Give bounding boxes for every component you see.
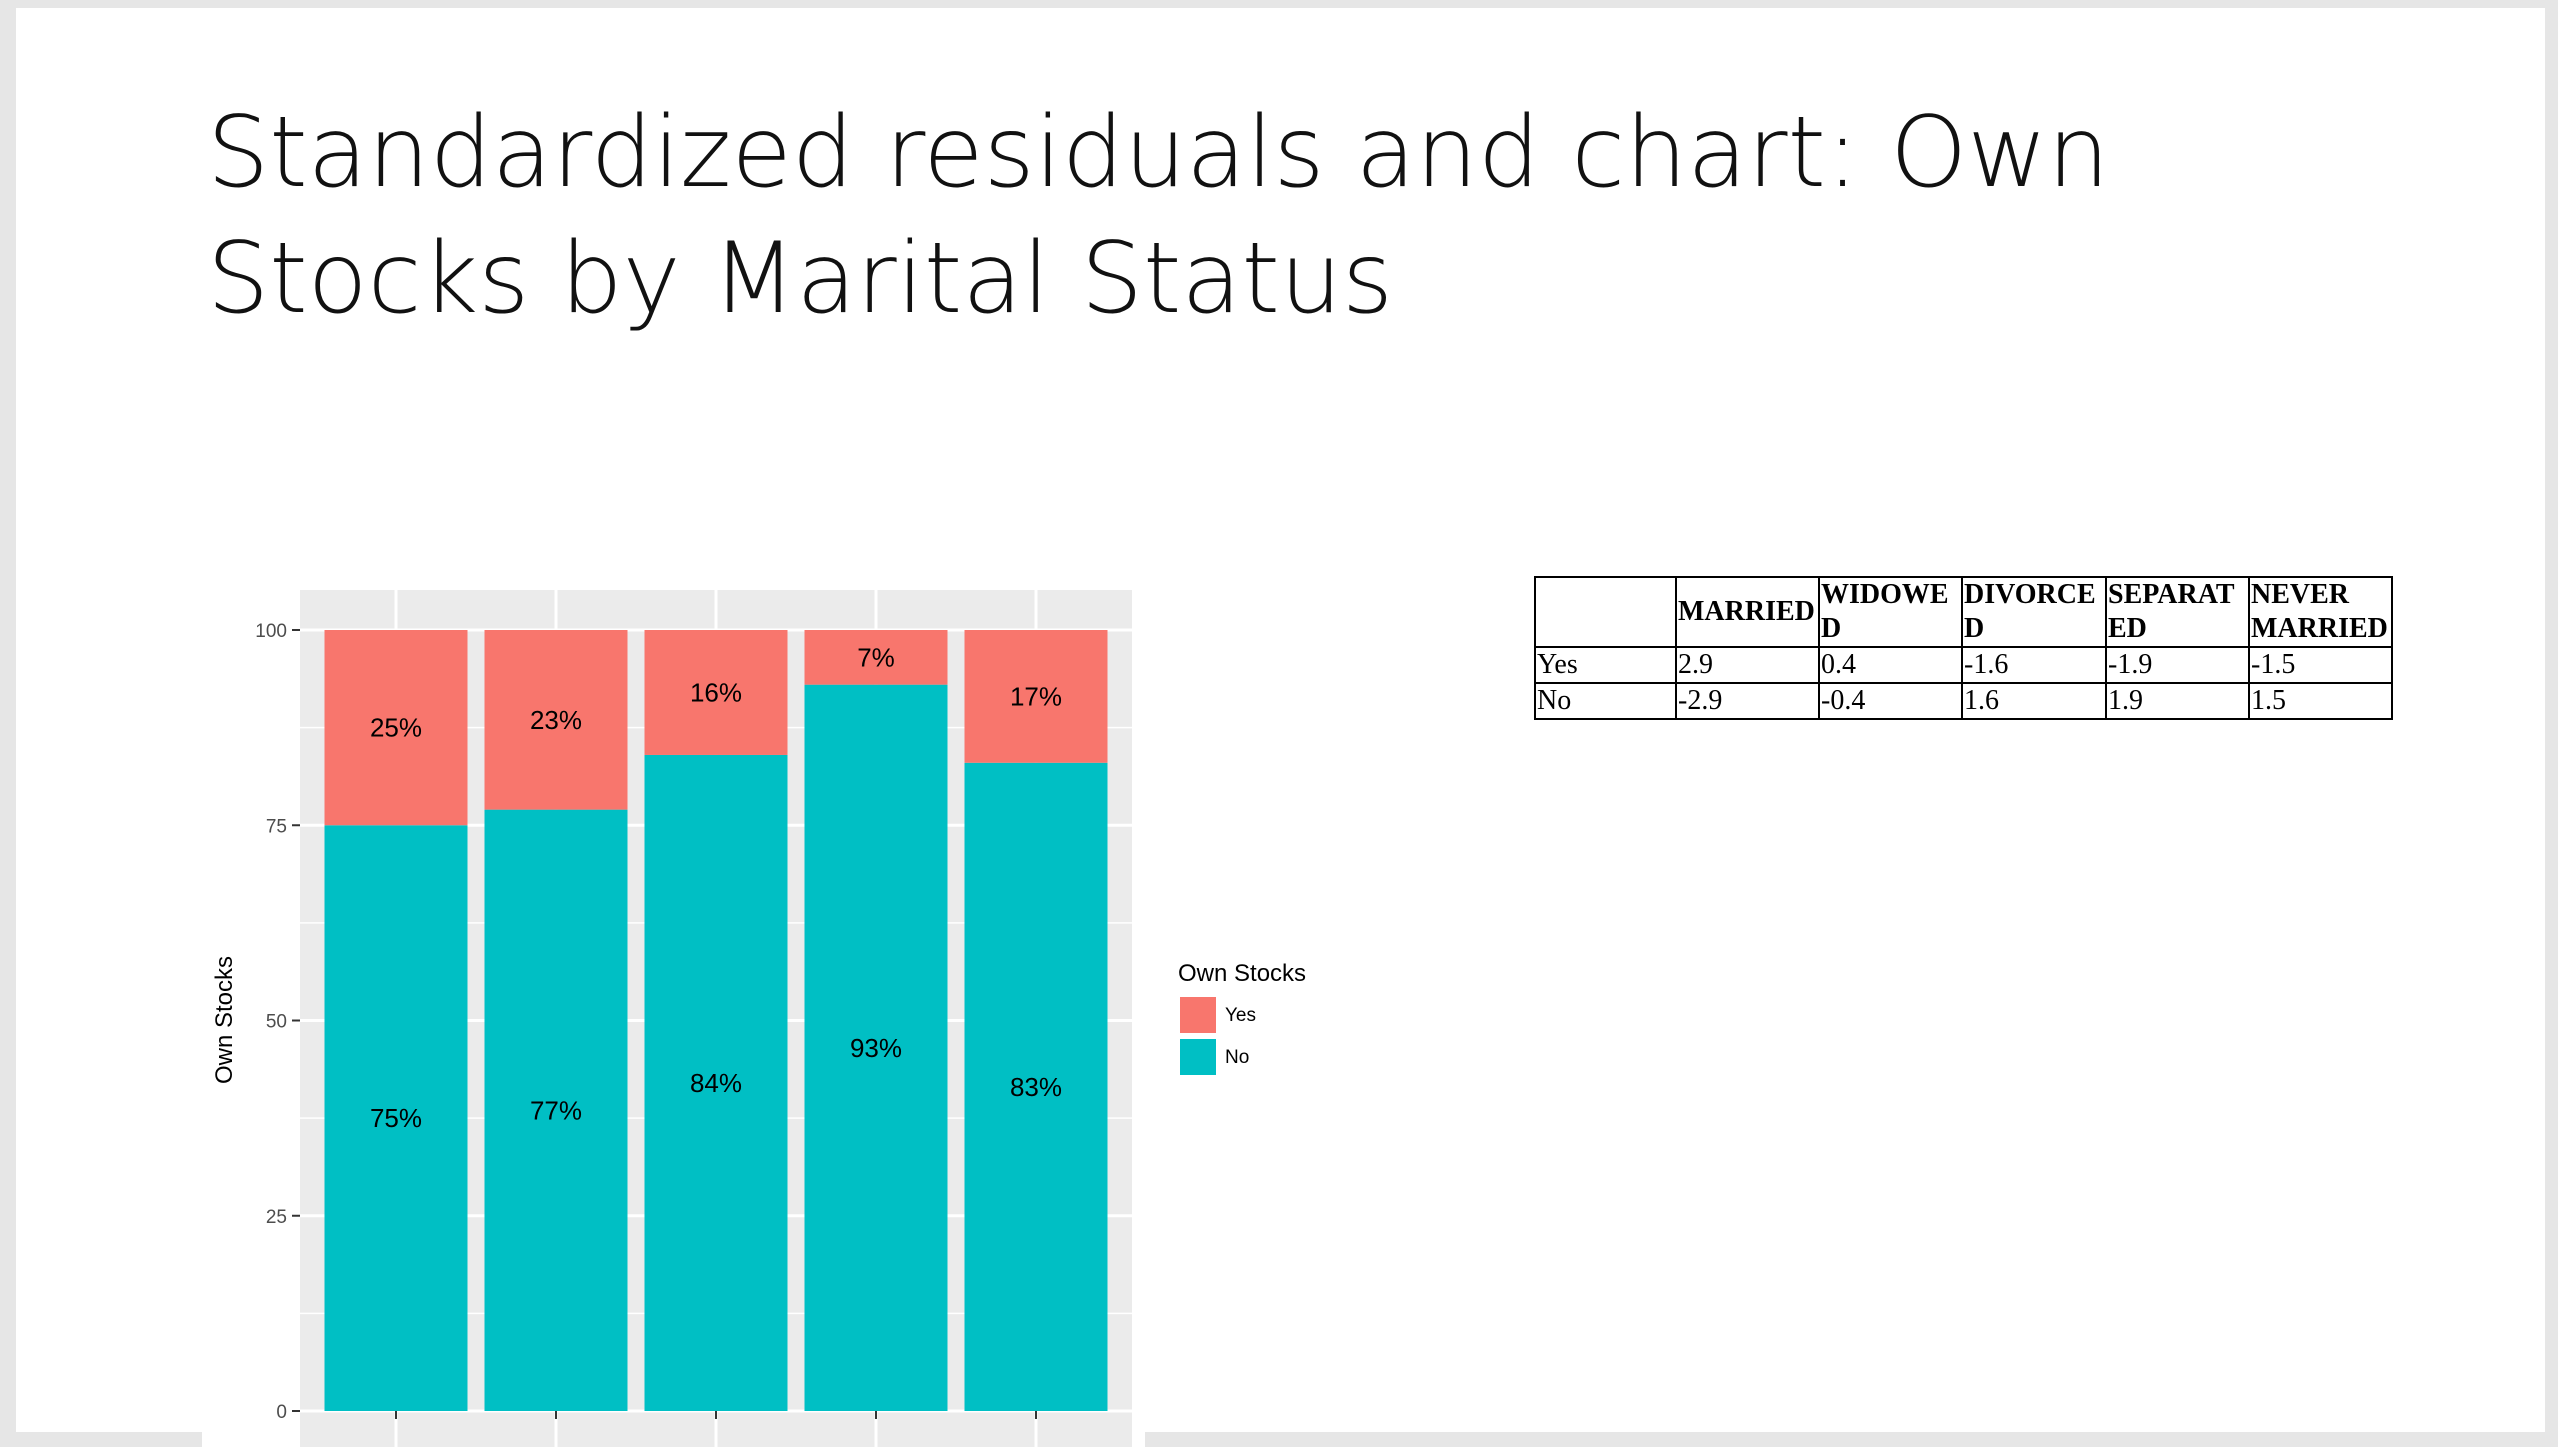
table-row: No -2.9 -0.4 1.6 1.9 1.5 [1534,682,2393,720]
table-header: WIDOWED [1818,576,1963,648]
y-axis-title: Own Stocks [211,956,238,1084]
table-cell: 0.4 [1818,646,1963,684]
slide-title: Standardized residuals and chart: Own St… [207,96,2110,336]
table-header: SEPARATED [2105,576,2250,648]
bar-yes [324,630,468,826]
data-label: 83% [1010,1072,1062,1102]
table-cell: -2.9 [1675,682,1820,720]
data-label: 25% [370,713,422,743]
legend-key-yes [1180,997,1216,1033]
table-cell: -1.9 [2105,646,2250,684]
data-label: 75% [370,1103,422,1133]
table-header: NEVER MARRIED [2248,576,2393,648]
bar-yes [644,630,788,755]
data-label: 7% [857,642,895,672]
bar-no [484,809,628,1411]
bar-yes [484,630,628,810]
bar-no [644,754,788,1411]
table-cell: -0.4 [1818,682,1963,720]
data-label: 23% [530,705,582,735]
table-cell: 1.9 [2105,682,2250,720]
table-header: MARRIED [1675,576,1820,648]
table-cell: Yes [1534,646,1677,684]
table-header: DIVORCED [1961,576,2107,648]
y-tick-label: 50 [266,1012,287,1033]
legend-key-no [1180,1039,1216,1075]
y-tick-label: 0 [276,1402,287,1423]
table-cell: -1.6 [1961,646,2107,684]
table-cell: 1.6 [1961,682,2107,720]
bar-no [804,684,948,1411]
y-tick-label: 25 [266,1207,287,1228]
legend-label-yes: Yes [1225,1005,1256,1026]
table-cell: 2.9 [1675,646,1820,684]
table-row: Yes 2.9 0.4 -1.6 -1.9 -1.5 [1534,646,2393,684]
residuals-table: MARRIED WIDOWED DIVORCED SEPARATED NEVER… [1534,576,2393,720]
data-label: 93% [850,1033,902,1063]
bar-no [964,762,1108,1411]
y-tick-label: 75 [266,816,287,837]
data-label: 17% [1010,681,1062,711]
bar-no [324,825,468,1411]
table-cell: 1.5 [2248,682,2393,720]
bar-yes [804,630,948,685]
table-cell: No [1534,682,1677,720]
legend: Own Stocks Yes No [1178,960,1306,1075]
legend-label-no: No [1225,1047,1249,1068]
table-cell: -1.5 [2248,646,2393,684]
bar-yes [964,630,1108,763]
legend-title: Own Stocks [1178,960,1306,987]
y-tick-label: 100 [255,621,287,642]
data-label: 16% [690,677,742,707]
table-header-corner [1534,576,1677,648]
data-label: 84% [690,1068,742,1098]
data-label: 77% [530,1095,582,1125]
